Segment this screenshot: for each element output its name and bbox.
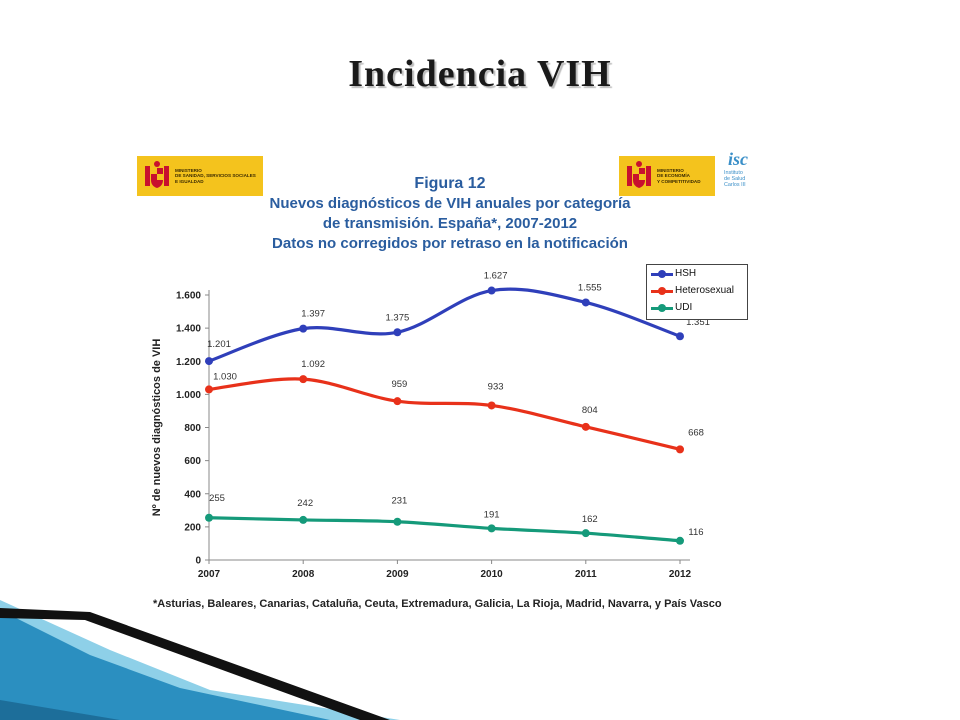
series-line-hsh — [208, 287, 681, 363]
data-point — [299, 375, 308, 384]
logo-text-line: de Salud — [724, 176, 746, 183]
data-label: 116 — [688, 527, 703, 538]
x-tick-label: 2007 — [198, 569, 221, 580]
figure-title-line: Datos no corregidos por retraso en la no… — [272, 235, 628, 252]
data-label: 959 — [391, 379, 407, 390]
y-tick-label: 1.200 — [176, 357, 201, 368]
legend-item-udi: UDI — [647, 299, 747, 316]
legend-swatch — [651, 286, 673, 295]
data-label: 1.092 — [301, 359, 325, 370]
x-tick-label: 2008 — [292, 569, 315, 580]
data-label: 231 — [391, 496, 407, 507]
data-label: 933 — [488, 381, 504, 392]
data-point — [299, 515, 308, 524]
y-tick-label: 1.000 — [176, 390, 201, 401]
data-point — [487, 286, 496, 295]
isciii-logo: isc Instituto de Salud Carlos III — [724, 150, 764, 200]
data-point — [581, 298, 590, 307]
data-point — [393, 517, 402, 526]
data-point — [487, 401, 496, 410]
figure-title-line: Nuevos diagnósticos de VIH anuales por c… — [269, 195, 631, 212]
data-point — [676, 536, 684, 545]
chart-legend: HSH Heterosexual UDI — [646, 264, 748, 320]
figure-title-line: de transmisión. España*, 2007-2012 — [322, 215, 578, 232]
legend-label: Heterosexual — [675, 285, 734, 296]
legend-item-heterosexual: Heterosexual — [647, 282, 747, 299]
data-point — [205, 357, 213, 366]
x-tick-label: 2011 — [575, 569, 597, 580]
slide-title: Incidencia VIH — [348, 53, 612, 95]
data-label: 191 — [484, 509, 500, 520]
figure-label: Figura 12 — [414, 175, 486, 192]
figure-footnote: *Asturias, Baleares, Canarias, Cataluña,… — [153, 598, 722, 610]
data-label: 1.201 — [207, 339, 231, 350]
ministerio-sanidad-logo: MINISTERIO DE SANIDAD, SERVICIOS SOCIALE… — [137, 156, 263, 196]
legend-swatch — [651, 303, 673, 312]
figure-title: Figura 12 Nuevos diagnósticos de VIH anu… — [262, 174, 638, 254]
logo-text-line: Carlos III — [724, 182, 746, 189]
line-chart: 0 200 400 600 800 1.000 1.200 1.400 1.600 2007 200… — [151, 271, 710, 580]
data-label: 1.555 — [578, 282, 602, 293]
data-point — [393, 328, 402, 337]
data-point — [393, 397, 402, 406]
data-point — [299, 324, 308, 333]
y-tick-label: 600 — [184, 456, 201, 467]
x-tick-label: 2010 — [480, 569, 503, 580]
legend-label: HSH — [675, 268, 697, 279]
data-point — [676, 445, 684, 454]
coat-of-arms-icon — [145, 161, 169, 188]
data-point — [205, 385, 213, 394]
data-label: 255 — [209, 493, 225, 504]
data-label: 242 — [297, 498, 313, 509]
legend-label: UDI — [675, 302, 693, 313]
y-tick-label: 1.600 — [176, 291, 201, 302]
data-point — [581, 422, 590, 431]
y-axis-title: Nº de nuevos diagnósticos de VIH — [151, 339, 163, 517]
series-line-udi — [208, 516, 681, 543]
logo-text-line: MINISTERIO — [175, 167, 202, 173]
data-point — [676, 332, 684, 341]
logo-text-line: Instituto — [724, 170, 743, 176]
data-point — [487, 524, 496, 533]
y-tick-label: 800 — [184, 423, 201, 434]
data-label: 1.375 — [386, 312, 410, 323]
y-tick-label: 1.400 — [176, 324, 201, 335]
series-line-heterosexual — [208, 377, 681, 451]
data-label: 668 — [688, 427, 704, 438]
data-point — [205, 513, 213, 522]
logo-text-line: DE SANIDAD, SERVICIOS SOCIALES — [175, 173, 256, 179]
data-label: 1.397 — [301, 309, 325, 320]
x-tick-label: 2009 — [386, 569, 409, 580]
logo-text-line: DE ECONOMÍA — [657, 173, 690, 179]
logo-text-line: E IGUALDAD — [175, 178, 204, 184]
legend-item-hsh: HSH — [647, 265, 747, 282]
logo-text-line: Y COMPETITIVIDAD — [657, 178, 701, 184]
isciii-mark: isc — [728, 149, 748, 169]
data-label: 1.030 — [213, 371, 237, 382]
x-tick-label: 2012 — [669, 569, 692, 580]
data-point — [581, 529, 590, 538]
legend-swatch — [651, 269, 673, 278]
data-label: 162 — [582, 514, 598, 525]
logo-text-line: MINISTERIO — [657, 167, 684, 173]
y-tick-label: 400 — [184, 489, 201, 500]
data-label: 1.627 — [484, 271, 508, 282]
y-tick-label: 200 — [184, 522, 201, 533]
coat-of-arms-icon — [627, 161, 651, 188]
data-label: 804 — [582, 405, 598, 416]
data-label: 1.351 — [686, 317, 710, 328]
ministerio-economia-logo: MINISTERIO DE ECONOMÍA Y COMPETITIVIDAD — [619, 156, 715, 196]
y-tick-label: 0 — [195, 556, 201, 567]
